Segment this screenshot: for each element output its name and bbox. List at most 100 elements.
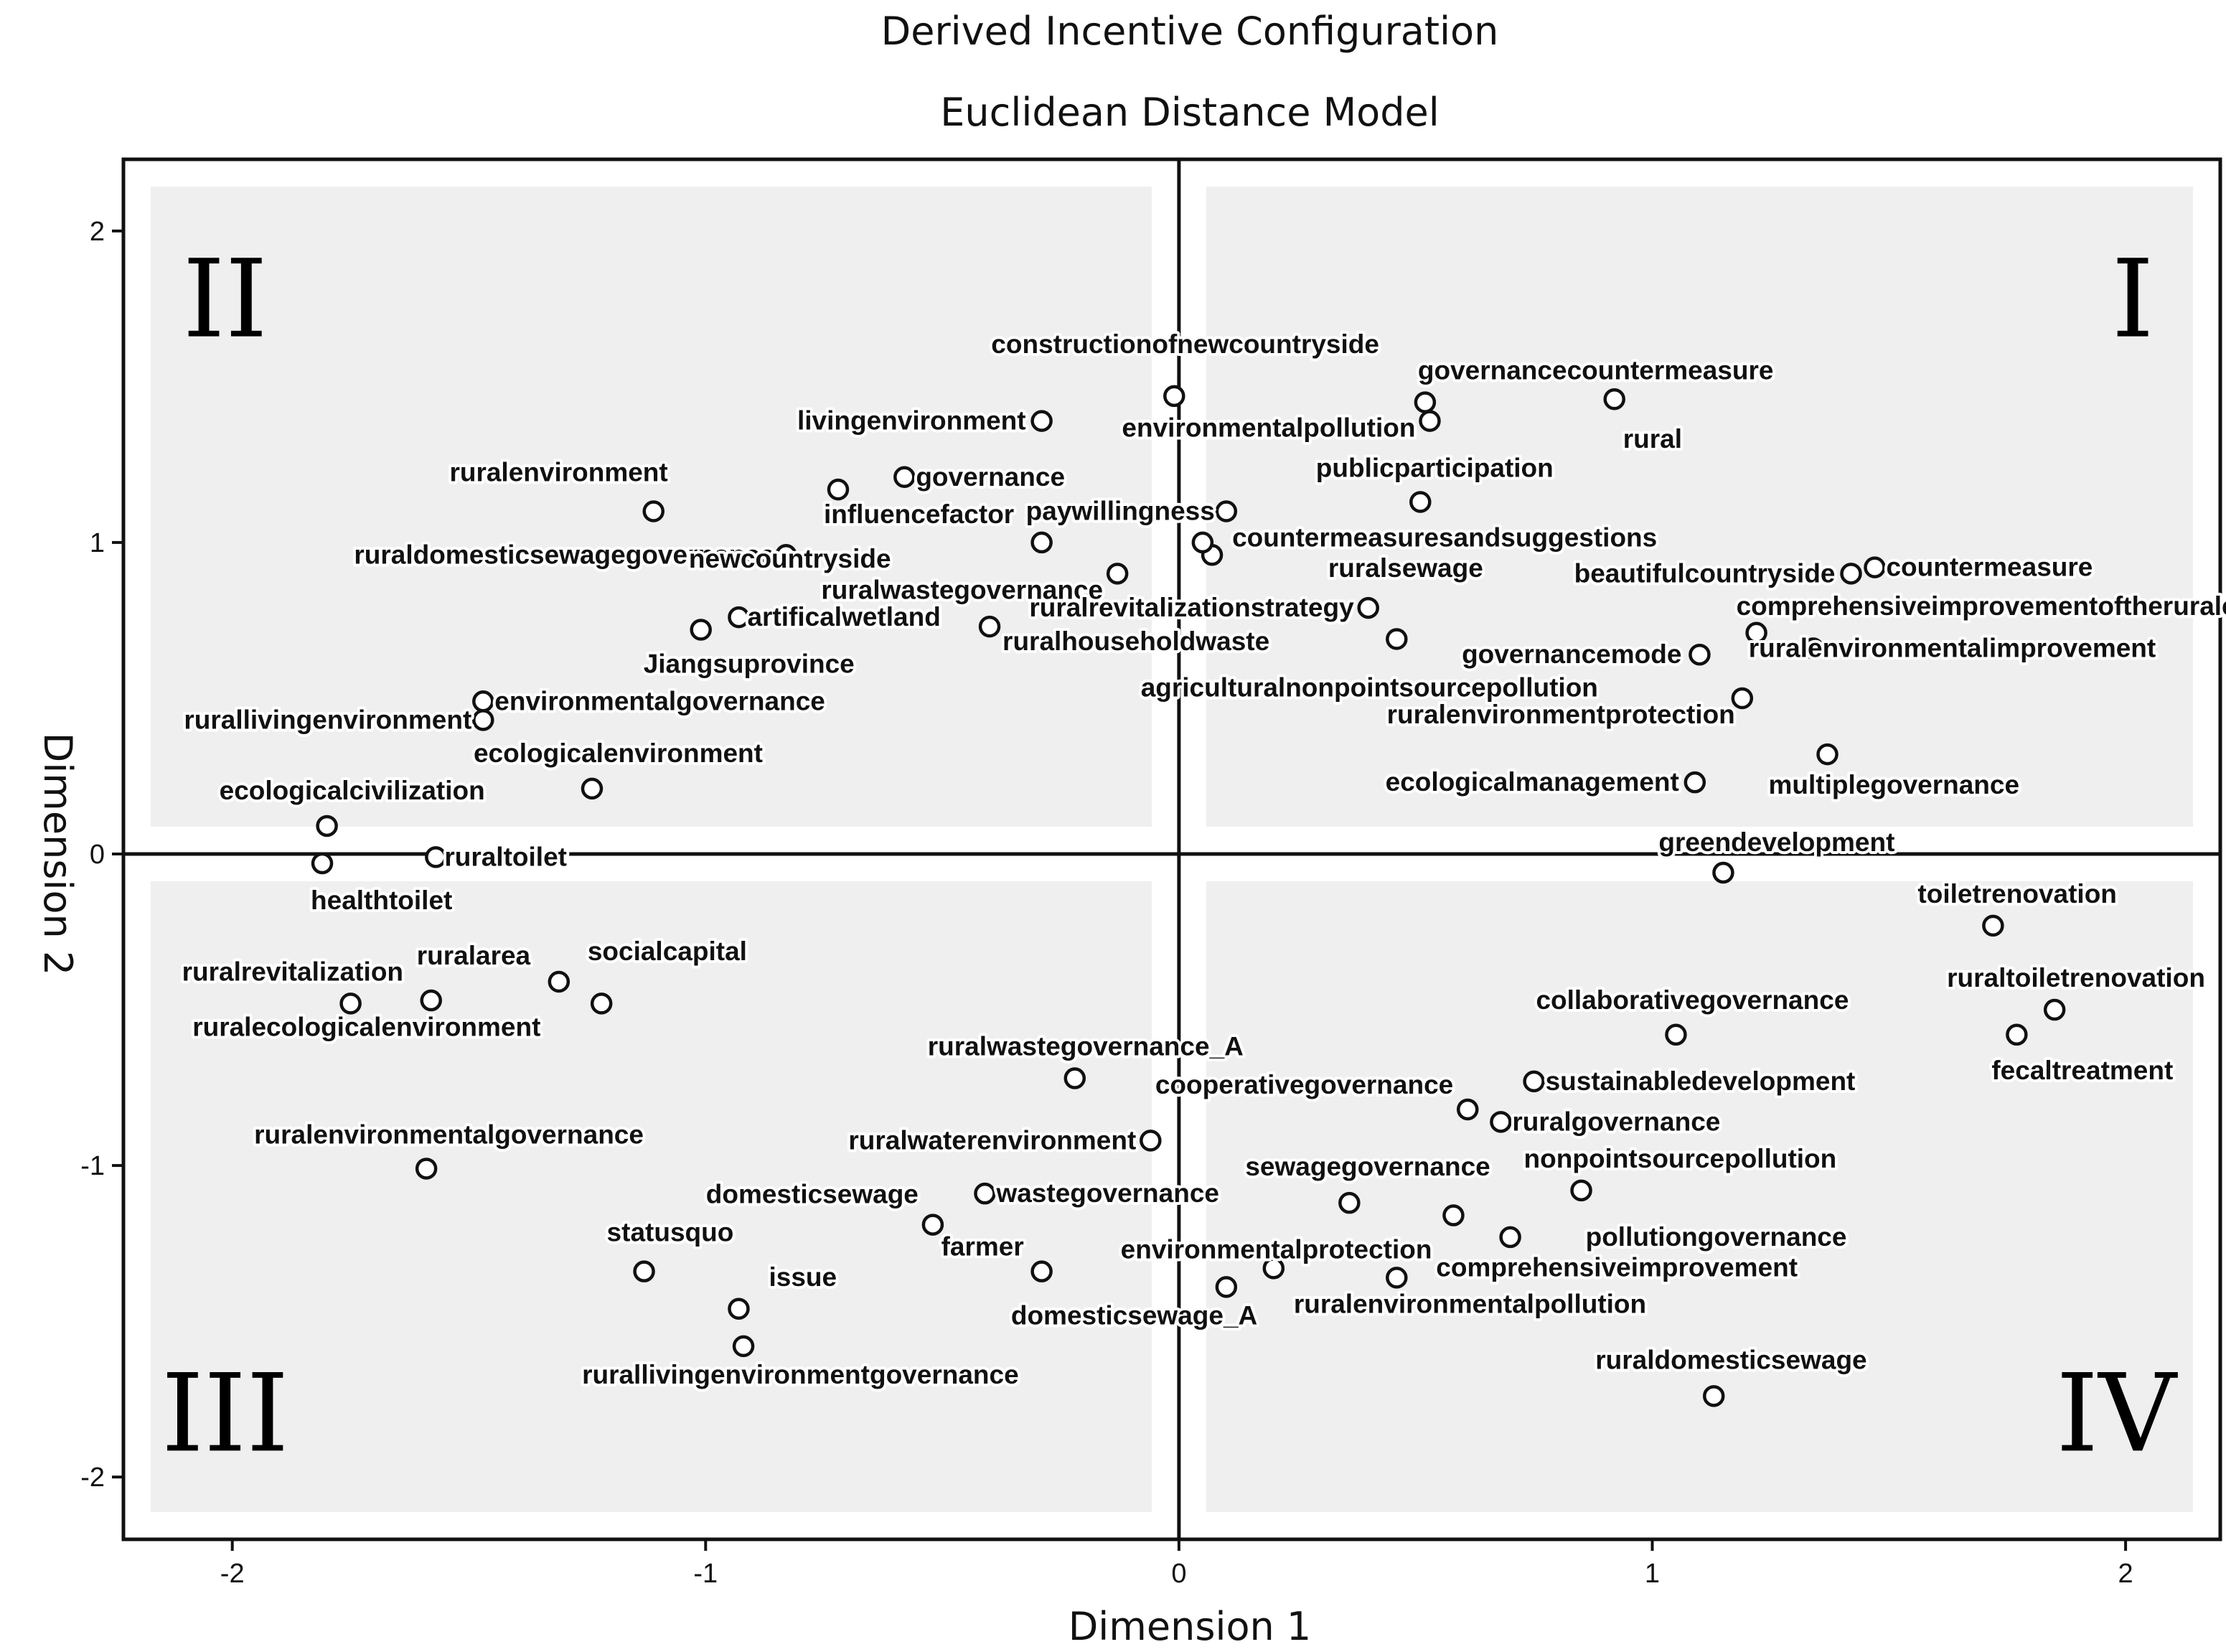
point-label: rural	[1623, 424, 1682, 454]
point-label: ruralenvironment	[449, 458, 667, 487]
data-point	[921, 1214, 944, 1236]
point-label: socialcapital	[588, 937, 747, 966]
x-tick-label: 2	[2118, 1559, 2133, 1589]
data-point	[1030, 531, 1053, 554]
data-point	[2043, 998, 2066, 1021]
point-label: statusquo	[607, 1218, 734, 1247]
point-label: ruralwastegovernance_A	[928, 1032, 1244, 1061]
point-label: artificalwetland	[747, 602, 940, 632]
point-label: governancecountermeasure	[1418, 356, 1774, 385]
data-point	[1030, 410, 1053, 432]
data-point	[425, 846, 447, 868]
data-point	[1106, 563, 1129, 585]
data-point	[1982, 914, 2004, 937]
quadrant-panel	[1206, 881, 2193, 1512]
point-label: ruraltoilet	[444, 842, 567, 871]
point-label: ruraltoiletrenovation	[1947, 963, 2205, 992]
point-label: ruralwastegovernance	[821, 575, 1103, 604]
data-point	[1386, 1267, 1408, 1289]
data-point	[581, 777, 604, 800]
point-label: ruralenvironmentprotection	[1387, 700, 1735, 729]
point-label: publicparticipation	[1316, 453, 1554, 482]
point-label: sewagegovernance	[1245, 1152, 1490, 1181]
data-point	[1357, 596, 1379, 619]
data-point	[1063, 1067, 1086, 1089]
data-point	[1409, 491, 1432, 513]
data-point	[1414, 391, 1437, 413]
data-point	[633, 1260, 655, 1282]
data-point	[339, 992, 362, 1015]
point-labels: constructionofnewcountryside governanceco…	[179, 327, 2226, 1392]
point-label: countermeasure	[1886, 553, 2093, 582]
y-tick-label: 1	[90, 528, 105, 558]
point-label: influencefactor	[824, 499, 1014, 529]
quadrant-panel	[1206, 187, 2193, 827]
point-label: domesticsewage_A	[1011, 1300, 1257, 1330]
data-point	[690, 619, 712, 641]
y-tick-label: 2	[90, 217, 105, 247]
data-point	[1712, 861, 1734, 884]
quadrant-label: II	[182, 238, 268, 362]
point-label: domesticsewage	[706, 1180, 919, 1209]
point-label: cooperativegovernance	[1155, 1070, 1453, 1099]
point-label: agriculturalnonpointsourcepollution	[1141, 672, 1598, 702]
data-point	[1864, 556, 1886, 578]
point-label: environmentalprotection	[1121, 1235, 1432, 1264]
point-label: comprehensiveimprovementoftheruralenviro…	[1737, 591, 2226, 621]
data-point	[1665, 1023, 1687, 1046]
data-point	[978, 615, 1001, 638]
point-label: fecaltreatment	[1991, 1056, 2173, 1085]
data-point	[1499, 1226, 1521, 1249]
point-label: greendevelopment	[1658, 827, 1894, 857]
data-point	[1140, 1130, 1162, 1152]
data-point	[1683, 771, 1706, 794]
quadrant-label: I	[2111, 238, 2154, 362]
data-point	[1419, 410, 1441, 432]
point-label: comprehensiveimprovement	[1436, 1252, 1798, 1282]
point-label: multiplegovernance	[1769, 770, 2020, 799]
point-label: rurallivingenvironment	[184, 705, 471, 734]
point-label: ruraldomesticsewage	[1595, 1345, 1866, 1374]
x-axis-label: Dimension 1	[1069, 1604, 1312, 1649]
x-tick-label: 0	[1171, 1559, 1186, 1589]
point-label: ruralenvironmentalpollution	[1294, 1289, 1646, 1318]
data-point	[1490, 1111, 1512, 1133]
data-point	[1030, 1260, 1053, 1282]
data-point	[1840, 563, 1862, 585]
data-point	[1338, 1191, 1361, 1214]
point-label: ruralenvironmentalgovernance	[254, 1120, 644, 1149]
point-label: farmer	[941, 1232, 1024, 1262]
point-label: ruralrevitalization	[182, 957, 403, 986]
data-point	[1456, 1098, 1479, 1121]
point-label: collaborativegovernance	[1536, 985, 1849, 1015]
data-point	[1215, 1276, 1238, 1298]
data-point	[1731, 687, 1754, 710]
data-point	[1816, 743, 1838, 766]
data-point	[1745, 621, 1767, 644]
point-label: ruralarea	[417, 941, 531, 970]
point-label: pollutiongovernance	[1586, 1222, 1847, 1252]
x-tick-label: 1	[1645, 1559, 1660, 1589]
data-point	[732, 1335, 755, 1358]
data-point	[1215, 500, 1238, 522]
point-label: toiletrenovation	[1917, 879, 2117, 909]
point-label: ecologicalmanagement	[1386, 767, 1679, 797]
data-point	[415, 1158, 438, 1180]
point-label: constructionofnewcountryside	[991, 329, 1379, 359]
quadrant-label: III	[161, 1351, 289, 1476]
x-tick-label: -1	[693, 1559, 718, 1589]
point-label: ecologicalenvironment	[474, 738, 763, 768]
point-label: countermeasuresandsuggestions	[1232, 522, 1657, 552]
point-label: ecologicalcivilization	[220, 776, 485, 805]
point-label: environmentalpollution	[1122, 413, 1415, 443]
quadrant-label: IV	[2056, 1351, 2178, 1476]
point-label: wastegovernance	[995, 1178, 1219, 1208]
point-label: Jiangsuprovince	[644, 649, 855, 678]
data-point	[728, 606, 750, 629]
data-point	[1689, 643, 1711, 666]
point-label: governancemode	[1462, 639, 1681, 669]
y-tick-label: -2	[80, 1463, 105, 1493]
data-point	[2006, 1023, 2028, 1046]
point-label: rurallivingenvironmentgovernance	[582, 1360, 1019, 1389]
